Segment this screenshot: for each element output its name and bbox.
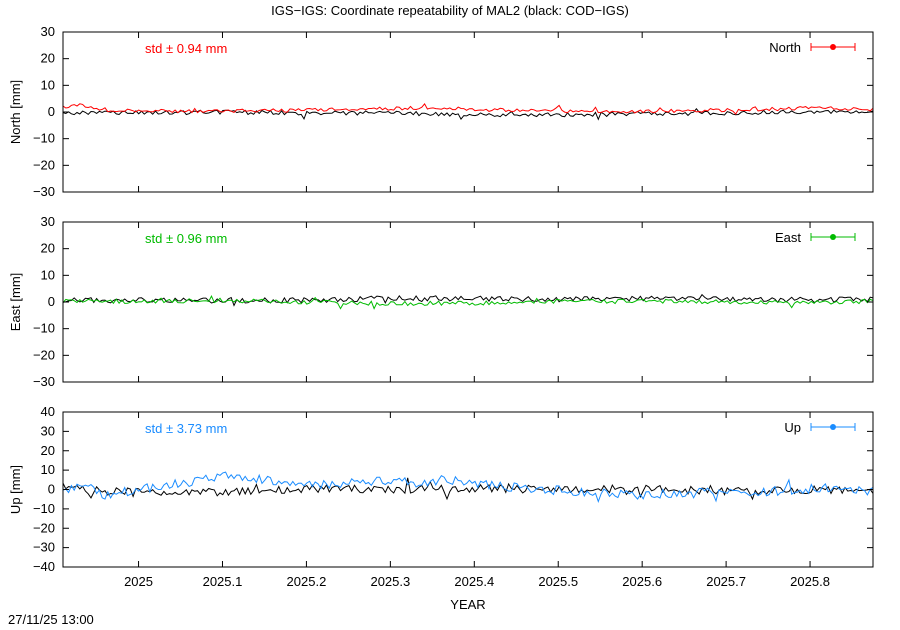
up-ytick-label: −40 (33, 559, 55, 574)
xlabel: YEAR (450, 597, 485, 612)
east-ylabel: East [mm] (8, 273, 23, 332)
north-ytick-label: 30 (41, 24, 55, 39)
north-series-north (62, 0, 874, 115)
north-legend-marker (830, 44, 836, 50)
east-legend-marker (830, 234, 836, 240)
up-series-up (62, 0, 874, 504)
xtick-label: 2025.4 (454, 574, 494, 589)
xtick-label: 2025 (124, 574, 153, 589)
east-ytick-label: −20 (33, 347, 55, 362)
up-ytick-label: 20 (41, 443, 55, 458)
up-ytick-label: −30 (33, 540, 55, 555)
up-line-cod (62, 477, 874, 501)
up-std-label: std ± 3.73 mm (145, 421, 227, 436)
xtick-label: 2025.5 (538, 574, 578, 589)
up-ytick-label: 40 (41, 404, 55, 419)
north-ytick-label: −20 (33, 157, 55, 172)
north-ytick-label: −10 (33, 131, 55, 146)
north-line-north (62, 103, 874, 115)
east-line-east (62, 294, 874, 310)
east-line-cod (62, 293, 874, 307)
up-series-cod (62, 0, 874, 501)
xtick-label: 2025.3 (370, 574, 410, 589)
north-legend: North (769, 40, 856, 55)
north-series-cod (62, 0, 874, 121)
xtick-label: 2025.2 (287, 574, 327, 589)
east-ytick-label: 0 (48, 294, 55, 309)
up-ytick-label: 0 (48, 482, 55, 497)
north-ytick-label: −30 (33, 184, 55, 199)
east-ytick-label: −10 (33, 321, 55, 336)
north-legend-label: North (769, 40, 801, 55)
up-ytick-label: −10 (33, 501, 55, 516)
east-ytick-label: 10 (41, 267, 55, 282)
up-ytick-label: 30 (41, 423, 55, 438)
north-std-label: std ± 0.94 mm (145, 41, 227, 56)
north-line-cod (62, 108, 874, 121)
xtick-label: 2025.1 (203, 574, 243, 589)
east-std-label: std ± 0.96 mm (145, 231, 227, 246)
timestamp: 27/11/25 13:00 (8, 612, 94, 627)
up-legend: Up (784, 420, 856, 435)
up-line-up (62, 471, 874, 504)
east-series-east (62, 0, 874, 310)
up-ytick-label: 10 (41, 462, 55, 477)
east-legend: East (775, 230, 856, 245)
north-ytick-label: 0 (48, 104, 55, 119)
xtick-label: 2025.6 (622, 574, 662, 589)
xtick-label: 2025.8 (790, 574, 830, 589)
north-ytick-label: 10 (41, 77, 55, 92)
panels: −30 −20 −10 0 10 20 30 North [mm] std ± 0.94 mm N… (8, 0, 874, 612)
east-ytick-label: −30 (33, 374, 55, 389)
north-panel: −30 −20 −10 0 10 20 30 North [mm] std ± 0.94 mm N… (8, 0, 874, 199)
up-legend-label: Up (784, 420, 801, 435)
figure-title: IGS−IGS: Coordinate repeatability of MAL… (271, 3, 629, 18)
up-ytick-label: −20 (33, 520, 55, 535)
north-ylabel: North [mm] (8, 80, 23, 144)
east-ytick-label: 20 (41, 241, 55, 256)
up-ylabel: Up [mm] (8, 465, 23, 514)
east-ytick-label: 30 (41, 214, 55, 229)
up-legend-marker (830, 424, 836, 430)
xtick-label: 2025.7 (706, 574, 746, 589)
north-ytick-label: 20 (41, 51, 55, 66)
east-panel: −30 −20 −10 0 10 20 30 East [mm] std ± 0.96 mm Ea… (8, 0, 874, 389)
east-legend-label: East (775, 230, 801, 245)
